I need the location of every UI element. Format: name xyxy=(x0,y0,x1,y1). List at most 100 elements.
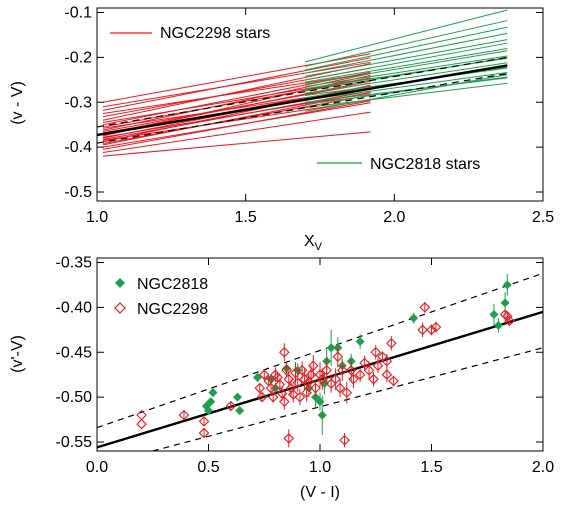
top-plot-frame xyxy=(96,7,544,202)
bottom-panel: NGC2818 NGC2298 0.0 0.5 1.0 1.5 2.0 -0.55 -0.5… xyxy=(9,254,554,501)
bottom-x-axis-label: (V - I) xyxy=(300,484,340,501)
ngc2298-point xyxy=(419,302,431,313)
top-y-axis-label: (v - V) xyxy=(9,81,26,125)
ngc2818-point xyxy=(493,320,503,330)
ngc2298-point xyxy=(310,382,321,394)
ngc2298-point xyxy=(276,388,288,399)
ngc2818-star-line xyxy=(305,9,508,63)
top-y-tick-label: -0.4 xyxy=(64,139,92,156)
ngc2298-point xyxy=(281,364,292,376)
ngc2818-star-line xyxy=(305,39,508,77)
ngc2298-point xyxy=(363,364,375,376)
legend-label-ngc2818: NGC2818 stars xyxy=(370,156,480,173)
ngc2298-point xyxy=(332,351,344,363)
bottom-y-tick-label: -0.40 xyxy=(56,299,93,316)
ngc2818-star-line xyxy=(305,50,508,85)
fit-envelope-line xyxy=(97,72,508,144)
ngc2818-point xyxy=(502,280,512,290)
ngc2298-point xyxy=(502,311,513,322)
ngc2818-point xyxy=(409,313,419,323)
ngc2298-star-line xyxy=(102,72,371,114)
fit-envelope-line xyxy=(97,272,543,429)
top-axes: 1.0 1.5 2.0 2.5 -0.5 -0.4 -0.3 -0.2 -0.1 xyxy=(64,4,554,226)
ngc2298-point xyxy=(348,373,359,385)
ngc2298-point xyxy=(303,376,315,388)
ngc2298-star-line xyxy=(102,99,371,141)
top-legend: NGC2298 stars NGC2818 stars xyxy=(110,25,480,173)
ngc2818-star-line xyxy=(305,47,508,83)
bottom-y-tick-label: -0.45 xyxy=(56,344,93,361)
ngc2818-point xyxy=(204,406,213,416)
ngc2818-star-line xyxy=(305,74,508,112)
fit-line xyxy=(97,64,508,137)
bottom-x-tick-label: 1.0 xyxy=(309,459,331,476)
ngc2818-point xyxy=(208,388,218,398)
ngc2298-point xyxy=(265,382,277,394)
ngc2298-point xyxy=(354,369,366,380)
top-x-axis-label-sub: V xyxy=(315,241,323,253)
ngc2298-point xyxy=(198,416,210,427)
top-x-tick-label: 2.0 xyxy=(383,209,405,226)
ngc2298-point xyxy=(388,375,399,387)
ngc2818-point xyxy=(235,406,245,416)
ngc2298-point xyxy=(339,434,350,446)
ngc2818-point xyxy=(500,298,510,308)
ngc2298-point xyxy=(294,391,306,403)
bottom-y-axis-label: (v'-V) xyxy=(9,335,26,373)
ngc2298-star-line xyxy=(102,131,371,157)
ngc2298-point xyxy=(274,379,286,390)
legend-marker-ngc2818 xyxy=(115,278,125,288)
ngc2818-star-line xyxy=(305,62,508,94)
ngc2818-point xyxy=(355,336,365,346)
top-x-axis-label-main: X xyxy=(304,233,315,250)
ngc2298-point xyxy=(330,373,341,385)
ngc2298-point xyxy=(417,324,428,336)
ngc2298-point xyxy=(301,387,312,398)
bottom-y-tick-label: -0.35 xyxy=(56,254,93,271)
ngc2818-star-line xyxy=(305,72,508,101)
ngc2818-star-line xyxy=(305,20,508,67)
bottom-x-tick-label: 2.0 xyxy=(532,459,554,476)
ngc2298-point xyxy=(426,324,437,336)
ngc2818-star-line xyxy=(305,55,508,88)
top-y-tick-label: -0.2 xyxy=(64,49,92,66)
ngc2298-point xyxy=(308,360,319,371)
ngc2818-point xyxy=(326,343,336,353)
ngc2818-point xyxy=(319,379,329,389)
ngc2298-point xyxy=(381,355,393,367)
ngc2818-point xyxy=(317,410,327,420)
ngc2298-point xyxy=(370,346,382,358)
ngc2818-star-line xyxy=(305,32,508,74)
bottom-legend: NGC2818 NGC2298 xyxy=(114,276,208,318)
ngc2298-point xyxy=(337,364,348,376)
ngc2818-star-line xyxy=(305,26,508,71)
ngc2818-point xyxy=(232,392,242,402)
top-x-tick-label: 1.0 xyxy=(86,209,108,226)
ngc2298-point xyxy=(267,391,279,403)
ngc2298-point xyxy=(386,338,397,349)
fit-envelope-line xyxy=(97,56,508,128)
ngc2298-point xyxy=(430,321,442,333)
bottom-axes: 0.0 0.5 1.0 1.5 2.0 -0.55 -0.50 -0.45 -0.40 -0.35 xyxy=(56,254,555,476)
ngc2298-point xyxy=(136,418,147,430)
ngc2298-point xyxy=(316,373,328,385)
ngc2298-star-line xyxy=(102,63,371,121)
legend-label-ngc2298: NGC2298 stars xyxy=(160,25,270,42)
ngc2298-point xyxy=(334,382,346,394)
top-lines xyxy=(97,9,508,157)
ngc2298-point xyxy=(279,396,290,407)
ngc2298-star-line xyxy=(102,73,371,131)
bottom-x-tick-label: 0.0 xyxy=(86,459,108,476)
fit-envelope-line xyxy=(152,347,543,451)
ngc2298-point xyxy=(225,400,237,412)
ngc2298-star-line xyxy=(102,91,371,146)
ngc2298-point xyxy=(305,369,317,380)
ngc2298-star-line xyxy=(102,94,371,145)
ngc2298-point xyxy=(198,427,210,439)
ngc2298-point xyxy=(368,373,379,385)
bottom-points xyxy=(136,274,515,448)
ngc2818-point xyxy=(206,397,216,407)
ngc2298-star-line xyxy=(102,90,371,141)
